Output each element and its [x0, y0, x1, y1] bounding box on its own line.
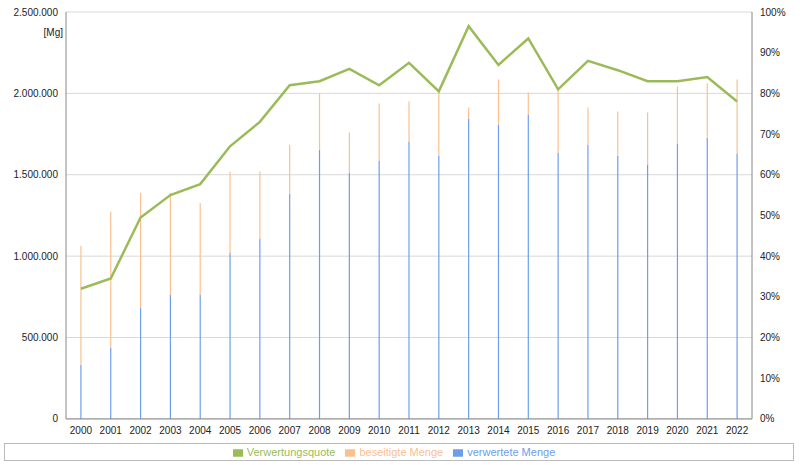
html-text:verwertete Menge: verwertete Menge [467, 445, 556, 458]
svg-text:2018: 2018 [607, 425, 630, 436]
svg-text:2002: 2002 [129, 425, 152, 436]
svg-text:2.000.000: 2.000.000 [14, 88, 59, 99]
svg-text:2004: 2004 [189, 425, 212, 436]
svg-text:70%: 70% [760, 129, 780, 140]
svg-text:2010: 2010 [368, 425, 391, 436]
svg-text:10%: 10% [760, 373, 780, 384]
svg-text:2022: 2022 [726, 425, 749, 436]
svg-text:1.000.000: 1.000.000 [14, 251, 59, 262]
html-text:beseitigte Menge: beseitigte Menge [359, 445, 444, 458]
svg-text:2000: 2000 [70, 425, 93, 436]
svg-text:1.500.000: 1.500.000 [14, 169, 59, 180]
svg-text:2.500.000: 2.500.000 [14, 7, 59, 18]
svg-text:2003: 2003 [159, 425, 182, 436]
svg-text:100%: 100% [760, 7, 786, 18]
svg-text:2019: 2019 [636, 425, 659, 436]
svg-text:90%: 90% [760, 47, 780, 58]
svg-text:2008: 2008 [308, 425, 331, 436]
svg-text:[Mg]: [Mg] [44, 27, 64, 38]
svg-text:2009: 2009 [338, 425, 361, 436]
svg-text:40%: 40% [760, 251, 780, 262]
svg-text:500.000: 500.000 [22, 332, 59, 343]
svg-text:0%: 0% [760, 413, 775, 424]
svg-text:80%: 80% [760, 88, 780, 99]
svg-text:2013: 2013 [458, 425, 481, 436]
svg-text:2012: 2012 [428, 425, 451, 436]
svg-text:2021: 2021 [696, 425, 719, 436]
svg-text:2016: 2016 [547, 425, 570, 436]
svg-text:2005: 2005 [219, 425, 242, 436]
svg-text:2015: 2015 [517, 425, 540, 436]
svg-text:2006: 2006 [249, 425, 272, 436]
svg-text:2007: 2007 [279, 425, 302, 436]
svg-text:60%: 60% [760, 169, 780, 180]
svg-text:30%: 30% [760, 291, 780, 302]
svg-text:2020: 2020 [666, 425, 689, 436]
svg-text:2011: 2011 [398, 425, 420, 436]
svg-text:2001: 2001 [100, 425, 123, 436]
svg-text:0: 0 [52, 413, 58, 424]
html-text:Verwertungsquote: Verwertungsquote [246, 445, 336, 458]
svg-text:50%: 50% [760, 210, 780, 221]
svg-text:2014: 2014 [487, 425, 510, 436]
svg-text:20%: 20% [760, 332, 780, 343]
svg-text:2017: 2017 [577, 425, 600, 436]
